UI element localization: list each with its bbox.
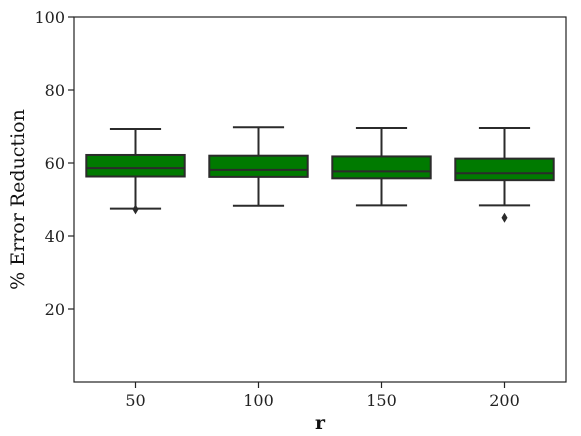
box-50 — [85, 128, 186, 215]
y-axis-ticks: 20 40 60 80 100 — [34, 8, 74, 319]
outlier-point — [501, 212, 508, 223]
box-series — [85, 126, 555, 223]
x-axis-ticks: 50 100 150 200 — [125, 382, 520, 410]
x-tick-label: 100 — [243, 391, 274, 410]
box-iqr — [454, 157, 555, 182]
box-iqr — [331, 155, 432, 180]
box-150 — [331, 126, 432, 207]
x-tick-label: 50 — [125, 391, 145, 410]
box-100 — [208, 126, 309, 207]
box-iqr — [208, 154, 309, 178]
box-iqr — [85, 153, 186, 178]
y-tick-label: 20 — [45, 300, 65, 319]
y-tick-label: 40 — [45, 227, 65, 246]
y-tick-label: 60 — [45, 154, 65, 173]
y-tick-label: 80 — [45, 81, 65, 100]
outlier-point — [132, 204, 139, 215]
y-tick-label: 100 — [34, 8, 65, 27]
plot-area — [73, 16, 567, 383]
x-axis-label: r — [315, 412, 326, 434]
y-axis-label: % Error Reduction — [7, 109, 29, 290]
x-tick-label: 200 — [489, 391, 520, 410]
x-tick-label: 150 — [366, 391, 397, 410]
box-200 — [454, 126, 555, 223]
